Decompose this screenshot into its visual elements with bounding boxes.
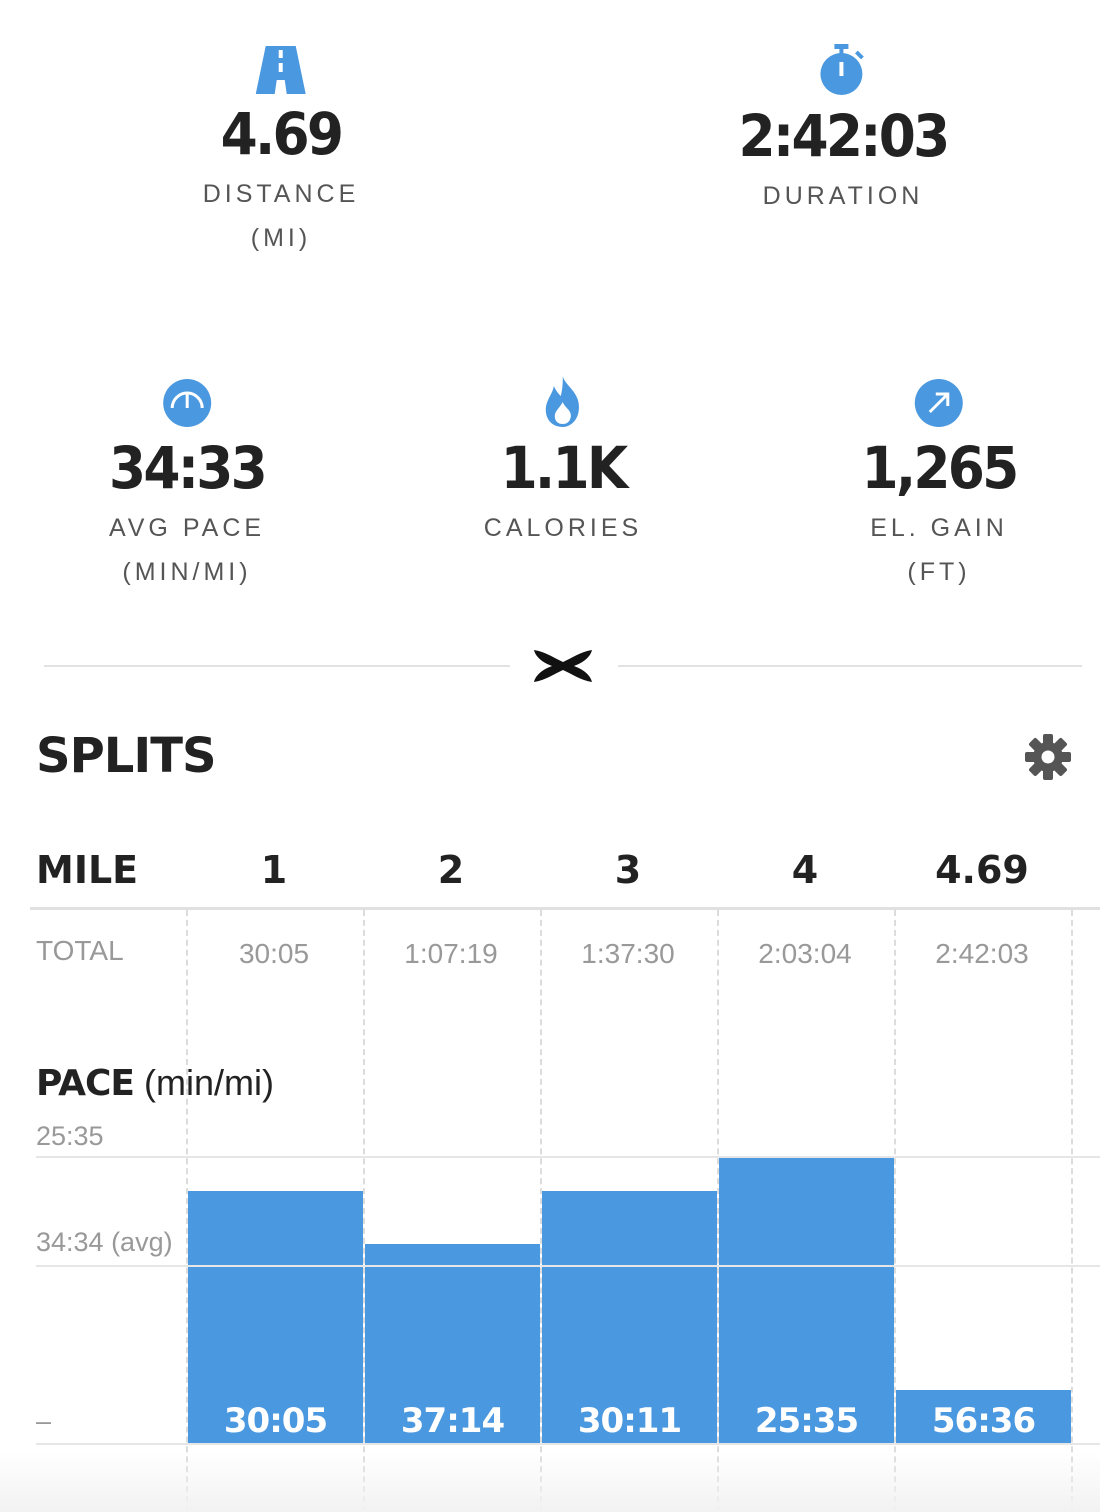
stat-duration: 2:42:03 DURATION bbox=[729, 44, 956, 218]
total-value: 1:07:19 bbox=[404, 938, 498, 969]
mile-4: 4 bbox=[791, 848, 819, 892]
avg-pace-value: 34:33 bbox=[108, 434, 268, 502]
el-gain-unit: (FT) bbox=[907, 558, 971, 586]
pace-bar-label: 25:35 bbox=[754, 1401, 859, 1441]
gridline-base bbox=[36, 1443, 1100, 1445]
total-value: 2:42:03 bbox=[935, 938, 1029, 969]
column-divider bbox=[186, 910, 188, 1512]
axis-label-avg: 34:34 (avg) bbox=[36, 1227, 177, 1258]
speedometer-icon bbox=[163, 379, 211, 427]
splits-title: SPLITS bbox=[36, 728, 217, 784]
pace-bar-label: 56:36 bbox=[931, 1400, 1036, 1441]
axis-label-bottom: – bbox=[36, 1406, 56, 1437]
distance-value: 4.69 bbox=[220, 100, 344, 168]
total-label: TOTAL bbox=[36, 935, 124, 966]
pace-bar-2: 37:14 bbox=[365, 1244, 540, 1445]
divider-right bbox=[618, 665, 1082, 667]
road-icon bbox=[256, 46, 306, 94]
column-divider bbox=[717, 910, 719, 1512]
pace-title-bold: PACE bbox=[36, 1063, 135, 1104]
el-gain-label: EL. GAIN bbox=[870, 514, 1008, 542]
axis-label-top: 25:35 bbox=[36, 1121, 108, 1152]
avg-pace-label: AVG PACE bbox=[108, 514, 266, 542]
stat-calories: 1.1K CALORIES bbox=[484, 376, 642, 550]
arrow-up-right-icon bbox=[915, 379, 963, 427]
mile-2: 2 bbox=[437, 848, 465, 892]
total-value: 30:05 bbox=[238, 938, 310, 969]
distance-unit: (MI) bbox=[250, 224, 312, 252]
pace-bar-1: 30:05 bbox=[188, 1190, 363, 1445]
gridline-top bbox=[36, 1156, 1100, 1158]
stat-avg-pace: 34:33 AVG PACE (MIN/MI) bbox=[102, 378, 272, 594]
pace-chart-title: PACE (min/mi) bbox=[36, 1062, 274, 1104]
stat-distance: 4.69 DISTANCE (MI) bbox=[203, 46, 360, 260]
total-value: 1:37:30 bbox=[581, 938, 675, 969]
stat-el-gain: 1,265 EL. GAIN (FT) bbox=[855, 378, 1023, 594]
mile-header: MILE bbox=[36, 848, 139, 892]
table-header-divider bbox=[30, 907, 1100, 910]
column-divider bbox=[894, 910, 896, 1512]
avg-pace-unit: (MIN/MI) bbox=[122, 558, 252, 586]
distance-label: DISTANCE bbox=[202, 180, 360, 208]
bottom-fade bbox=[0, 1452, 1100, 1512]
stopwatch-icon bbox=[819, 44, 864, 95]
duration-label: DURATION bbox=[762, 182, 924, 210]
duration-value: 2:42:03 bbox=[738, 102, 951, 170]
pace-bar-5: 56:36 bbox=[896, 1389, 1071, 1445]
under-armour-logo bbox=[534, 650, 592, 682]
mile-3: 3 bbox=[614, 848, 642, 892]
column-divider bbox=[1071, 910, 1073, 1512]
gear-icon[interactable] bbox=[1024, 733, 1072, 781]
calories-label: CALORIES bbox=[483, 514, 643, 542]
el-gain-value: 1,265 bbox=[861, 434, 1020, 502]
pace-title-unit: (min/mi) bbox=[143, 1062, 274, 1103]
column-divider bbox=[540, 910, 542, 1512]
flame-icon bbox=[546, 376, 580, 427]
calories-value: 1.1K bbox=[500, 434, 629, 502]
pace-bar-3: 30:11 bbox=[542, 1191, 717, 1445]
pace-bar-label: 37:14 bbox=[400, 1400, 505, 1441]
pace-bar-4: 25:35 bbox=[719, 1157, 894, 1445]
pace-bar-label: 30:11 bbox=[577, 1400, 682, 1441]
mile-5: 4.69 bbox=[935, 848, 1029, 892]
total-value: 2:03:04 bbox=[758, 938, 852, 969]
gridline-avg bbox=[36, 1265, 1100, 1267]
mile-1: 1 bbox=[260, 848, 288, 892]
divider-left bbox=[44, 665, 510, 667]
column-divider bbox=[363, 910, 365, 1512]
pace-bar-label: 30:05 bbox=[223, 1400, 328, 1441]
